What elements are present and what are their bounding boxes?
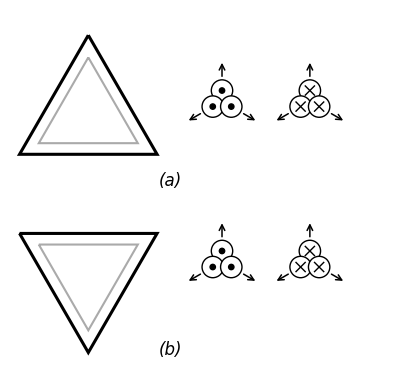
Text: (b): (b)	[158, 340, 182, 359]
Circle shape	[289, 256, 310, 278]
Circle shape	[298, 80, 320, 101]
Circle shape	[228, 104, 233, 109]
Circle shape	[219, 248, 224, 254]
Circle shape	[202, 256, 223, 278]
Circle shape	[228, 264, 233, 270]
Circle shape	[211, 80, 232, 101]
Circle shape	[308, 96, 329, 117]
Circle shape	[210, 264, 215, 270]
Text: (a): (a)	[158, 172, 182, 191]
Circle shape	[220, 96, 241, 117]
Circle shape	[289, 96, 310, 117]
Circle shape	[210, 104, 215, 109]
Circle shape	[202, 96, 223, 117]
Circle shape	[211, 240, 232, 262]
Circle shape	[298, 240, 320, 262]
Circle shape	[308, 256, 329, 278]
Circle shape	[220, 256, 241, 278]
Circle shape	[219, 88, 224, 93]
